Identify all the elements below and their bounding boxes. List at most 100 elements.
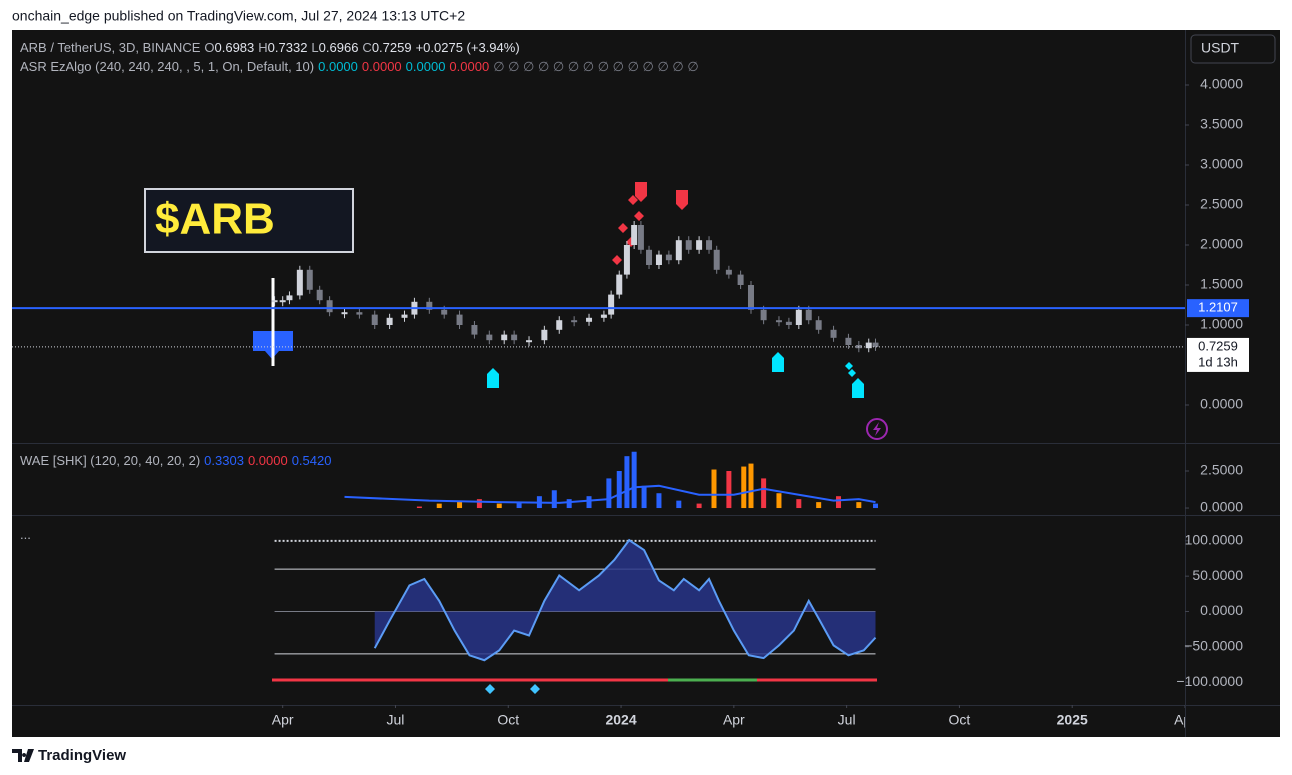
- candle: [696, 240, 703, 250]
- alert-bolt: [873, 422, 881, 436]
- candle: [675, 240, 682, 261]
- ohlc-value: 0.7259: [371, 40, 412, 55]
- histogram-bar: [457, 500, 463, 509]
- candle: [760, 309, 767, 321]
- logo: [12, 749, 34, 762]
- candle: [371, 314, 378, 325]
- last-price-box: [1187, 337, 1249, 372]
- histogram-bar: [566, 499, 572, 509]
- histogram-bar: [676, 500, 682, 509]
- y-tick-label: 3.0000: [1200, 156, 1243, 172]
- explosion-line: [344, 484, 876, 504]
- x-tick-label: Oct: [497, 712, 519, 728]
- candle: [556, 320, 563, 330]
- candle: [586, 317, 593, 322]
- oscillator-area: [374, 540, 876, 661]
- histogram-bar: [496, 503, 502, 509]
- histogram-bar: [606, 478, 612, 509]
- indicator-value: 0.0000: [318, 59, 358, 74]
- y-tick-label: 2.5000: [1200, 196, 1243, 212]
- histogram-bar: [726, 471, 732, 509]
- candle: [608, 294, 615, 315]
- sell-diamond: [612, 195, 644, 265]
- y-tick-label: −100.0000: [1176, 673, 1243, 689]
- histogram-bar: [476, 499, 482, 509]
- y-tick-label: 2.5000: [1200, 462, 1243, 478]
- y-tick-label: −50.0000: [1184, 638, 1243, 654]
- candle: [775, 320, 782, 323]
- y-tick-label: 0.0000: [1200, 396, 1243, 412]
- candle: [665, 254, 672, 261]
- wae-legend: WAE [SHK] (120, 20, 40, 20, 2) 0.3303 0.00…: [20, 453, 335, 469]
- wae-title: WAE [SHK] (120, 20, 40, 20, 2): [20, 453, 201, 468]
- main-legend: ARB / TetherUS, 3D, BINANCE O0.6983 H0.733…: [20, 40, 524, 56]
- candle: [795, 309, 802, 325]
- ohlc-value: 0.6983: [214, 40, 255, 55]
- candle: [747, 285, 754, 310]
- candle: [271, 300, 278, 303]
- candle: [600, 314, 607, 318]
- histogram-bar: [551, 490, 557, 509]
- indicator-empty: ∅ ∅ ∅ ∅ ∅ ∅ ∅ ∅ ∅ ∅ ∅ ∅ ∅ ∅: [493, 59, 699, 74]
- buy-signal: [852, 378, 864, 398]
- histogram-bar: [761, 478, 767, 509]
- indicator-value: 0.0000: [449, 59, 490, 74]
- candle: [872, 342, 879, 347]
- candle: [646, 249, 653, 265]
- buy-signal: [772, 352, 784, 372]
- osc-title: ...: [20, 527, 31, 542]
- x-tick-label: Jul: [387, 712, 405, 728]
- x-tick-label: 2025: [1057, 712, 1088, 728]
- x-tick-label: Jul: [838, 712, 856, 728]
- alert-icon[interactable]: [866, 418, 888, 440]
- candle: [441, 309, 448, 315]
- indicator-name: ASR EzAlgo (240, 240, 240, , 5, 1, On, D…: [20, 59, 315, 74]
- histogram-bar: [873, 503, 879, 509]
- y-tick-label: 1.0000: [1200, 316, 1243, 332]
- ohlc-key: H: [258, 40, 268, 55]
- wae-value: 0.3303: [204, 453, 244, 468]
- candle: [296, 269, 303, 296]
- x-tick-label: Apr: [723, 712, 745, 728]
- x-tick-label: Apr: [272, 712, 294, 728]
- candle: [830, 329, 837, 338]
- candle: [655, 254, 662, 265]
- currency-button[interactable]: [1190, 34, 1276, 64]
- currency-label: USDT: [1201, 40, 1240, 56]
- candle: [616, 274, 623, 295]
- histogram-bar: [656, 493, 662, 509]
- candle: [286, 295, 293, 301]
- candle: [637, 225, 644, 250]
- candle: [401, 314, 408, 318]
- candle: [713, 249, 720, 270]
- histogram-bar: [836, 496, 842, 509]
- candle: [356, 312, 363, 315]
- histogram-bar: [711, 469, 717, 509]
- histogram-bar: [416, 506, 422, 509]
- candle: [706, 240, 713, 250]
- ohlc-value: 0.7332: [267, 40, 308, 55]
- histogram-bar: [796, 499, 802, 509]
- histogram-bar: [748, 463, 754, 509]
- histogram-bar: [516, 502, 522, 509]
- candle: [571, 320, 578, 323]
- oscillator-line: [373, 538, 877, 662]
- x-tick-label: Oct: [949, 712, 971, 728]
- histogram-bar: [586, 496, 592, 509]
- histogram-bar: [741, 466, 747, 509]
- footer-logo: [12, 749, 34, 762]
- candle: [815, 320, 822, 330]
- x-tick-label: Apr: [1174, 712, 1196, 728]
- histogram-bar: [631, 451, 637, 509]
- y-tick-label: 2.0000: [1200, 236, 1243, 252]
- x-tick-label: 2024: [605, 712, 636, 728]
- ohlc-key: O: [204, 40, 215, 55]
- histogram-bar: [616, 471, 622, 509]
- buy-diamond: [845, 362, 856, 377]
- candle: [526, 340, 533, 343]
- buy-signal: [487, 368, 499, 388]
- histogram-bar: [696, 503, 702, 509]
- price-label-box: [1187, 299, 1249, 318]
